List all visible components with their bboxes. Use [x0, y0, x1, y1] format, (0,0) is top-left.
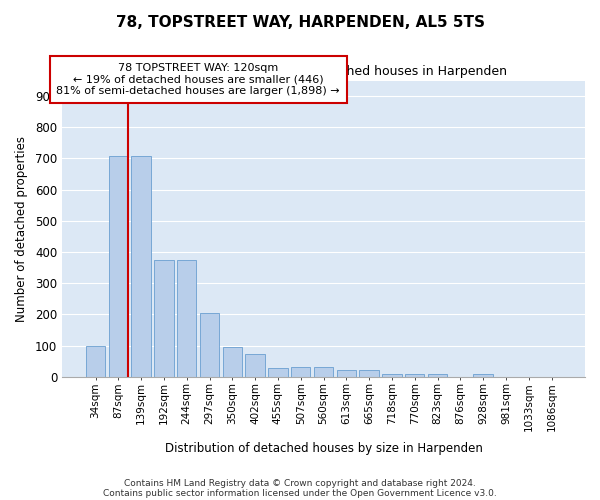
Bar [268, 368, 287, 376]
Bar [109, 156, 128, 376]
Bar [428, 374, 447, 376]
Bar [337, 370, 356, 376]
Bar [314, 366, 333, 376]
Text: Contains public sector information licensed under the Open Government Licence v3: Contains public sector information licen… [103, 488, 497, 498]
Text: 78 TOPSTREET WAY: 120sqm
← 19% of detached houses are smaller (446)
81% of semi-: 78 TOPSTREET WAY: 120sqm ← 19% of detach… [56, 63, 340, 96]
Bar [291, 366, 310, 376]
Text: 78, TOPSTREET WAY, HARPENDEN, AL5 5TS: 78, TOPSTREET WAY, HARPENDEN, AL5 5TS [115, 15, 485, 30]
Y-axis label: Number of detached properties: Number of detached properties [15, 136, 28, 322]
Bar [245, 354, 265, 376]
Bar [200, 313, 219, 376]
Title: Size of property relative to detached houses in Harpenden: Size of property relative to detached ho… [140, 65, 507, 78]
Bar [382, 374, 401, 376]
Bar [223, 347, 242, 376]
Bar [405, 374, 424, 376]
Bar [86, 346, 105, 376]
Bar [154, 260, 173, 376]
Bar [177, 260, 196, 376]
Bar [473, 374, 493, 376]
Bar [131, 156, 151, 376]
Text: Contains HM Land Registry data © Crown copyright and database right 2024.: Contains HM Land Registry data © Crown c… [124, 478, 476, 488]
Bar [359, 370, 379, 376]
X-axis label: Distribution of detached houses by size in Harpenden: Distribution of detached houses by size … [164, 442, 482, 455]
